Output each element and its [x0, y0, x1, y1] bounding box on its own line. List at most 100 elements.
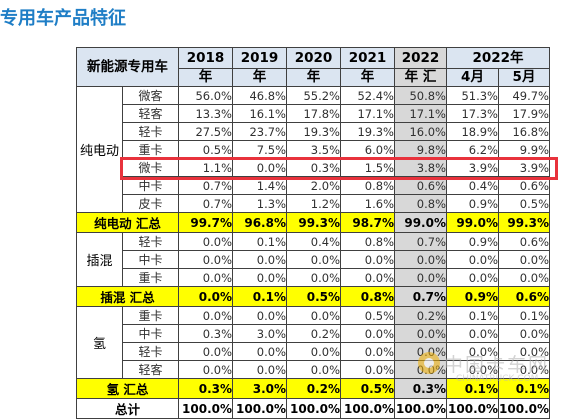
value-cell: 0.2% [394, 306, 447, 325]
row-label: 中卡 [122, 176, 179, 195]
value-cell: 1.6% [340, 194, 395, 213]
value-cell: 0.0% [340, 250, 395, 269]
header-year-bottom: 年 [286, 68, 341, 87]
value-cell: 0.6% [498, 232, 550, 251]
summary-value: 0.1% [446, 378, 499, 399]
value-cell: 0.2% [286, 324, 341, 343]
value-cell: 3.9% [446, 158, 499, 177]
total-value: 100.0% [232, 398, 287, 419]
summary-value: 0.3% [178, 378, 233, 399]
summary-value: 0.2% [286, 378, 341, 399]
row-label: 重卡 [122, 268, 179, 287]
value-cell: 0.0% [286, 360, 341, 379]
value-cell: 0.6% [498, 176, 550, 195]
row-label: 轻客 [122, 104, 179, 123]
value-cell: 55.2% [286, 86, 341, 105]
summary-label: 插混 汇总 [76, 286, 179, 307]
value-cell: 0.8% [340, 232, 395, 251]
value-cell: 0.0% [394, 268, 447, 287]
value-cell: 0.0% [286, 250, 341, 269]
value-cell: 0.0% [446, 342, 499, 361]
value-cell: 1.3% [232, 194, 287, 213]
row-label: 轻卡 [122, 122, 179, 141]
value-cell: 0.3% [286, 158, 341, 177]
value-cell: 0.7% [394, 232, 447, 251]
value-cell: 0.7% [178, 194, 233, 213]
value-cell: 0.0% [232, 268, 287, 287]
value-cell: 0.4% [286, 232, 341, 251]
value-cell: 6.0% [340, 140, 395, 159]
summary-label: 纯电动 汇总 [76, 212, 179, 233]
row-label: 轻卡 [122, 342, 179, 361]
table-row: 轻客 13.3% 16.1% 17.8% 17.1% 17.1% 17.3% 17.9% [77, 104, 550, 123]
summary-value: 3.0% [232, 378, 287, 399]
header-year-top: 2022 [394, 47, 447, 69]
value-cell: 0.4% [446, 176, 499, 195]
group-label: 氢 [76, 306, 123, 379]
value-cell: 0.0% [498, 268, 550, 287]
table-row: 中卡 0.7% 1.4% 2.0% 0.8% 0.6% 0.4% 0.6% [77, 176, 550, 195]
value-cell: 0.0% [232, 342, 287, 361]
table-row: 重卡 0.5% 7.5% 3.5% 6.0% 9.8% 6.2% 9.9% [77, 140, 550, 159]
value-cell: 0.0% [394, 360, 447, 379]
value-cell: 17.1% [340, 104, 395, 123]
value-cell: 9.9% [498, 140, 550, 159]
table-row: 轻卡 27.5% 23.7% 19.3% 19.3% 16.0% 18.9% 16.8% [77, 122, 550, 141]
value-cell: 0.0% [498, 324, 550, 343]
summary-row: 氢 汇总 0.3% 3.0% 0.2% 0.5% 0.3% 0.1% 0.1% [76, 378, 550, 399]
value-cell: 3.8% [394, 158, 447, 177]
value-cell: 17.3% [446, 104, 499, 123]
value-cell: 0.3% [178, 324, 233, 343]
summary-value: 99.0% [446, 212, 499, 233]
value-cell: 0.0% [340, 360, 395, 379]
value-cell: 16.0% [394, 122, 447, 141]
table-row: 中卡 0.3% 3.0% 0.2% 0.0% 0.0% 0.0% 0.0% [77, 324, 550, 343]
value-cell: 0.1% [498, 306, 550, 325]
summary-value: 0.5% [286, 286, 341, 307]
value-cell: 17.9% [498, 104, 550, 123]
header-year-bottom: 年 [340, 68, 395, 87]
summary-value: 96.8% [232, 212, 287, 233]
value-cell: 0.0% [178, 360, 233, 379]
row-label: 轻卡 [122, 232, 179, 251]
summary-label: 氢 汇总 [76, 378, 179, 399]
summary-row: 纯电动 汇总 99.7% 96.8% 99.3% 98.7% 99.0% 99.0% 99.3… [76, 212, 550, 233]
value-cell: 0.5% [498, 194, 550, 213]
header-year-top: 2021 [340, 47, 395, 69]
value-cell: 17.1% [394, 104, 447, 123]
page-title: 专用车产品特征 [0, 8, 126, 29]
total-value: 100.0% [446, 398, 499, 419]
summary-value: 0.1% [498, 378, 550, 399]
row-label: 轻客 [122, 360, 179, 379]
value-cell: 0.0% [286, 268, 341, 287]
value-cell: 27.5% [178, 122, 233, 141]
value-cell: 1.1% [178, 158, 233, 177]
summary-value: 0.1% [232, 286, 287, 307]
value-cell: 49.7% [498, 86, 550, 105]
total-value: 100.0% [286, 398, 341, 419]
value-cell: 19.3% [340, 122, 395, 141]
header-year-top: 2020 [286, 47, 341, 69]
value-cell: 50.8% [394, 86, 447, 105]
value-cell: 0.0% [446, 324, 499, 343]
value-cell: 1.2% [286, 194, 341, 213]
value-cell: 0.6% [394, 176, 447, 195]
value-cell: 0.9% [446, 194, 499, 213]
value-cell: 46.8% [232, 86, 287, 105]
value-cell: 0.0% [498, 342, 550, 361]
summary-value: 99.3% [286, 212, 341, 233]
value-cell: 0.0% [446, 250, 499, 269]
row-label: 中卡 [122, 250, 179, 269]
table-row: 重卡 0.0% 0.0% 0.0% 0.0% 0.0% 0.0% 0.0% [77, 268, 550, 287]
value-cell: 7.5% [232, 140, 287, 159]
value-cell: 0.0% [232, 360, 287, 379]
value-cell: 19.3% [286, 122, 341, 141]
table-row: 皮卡 0.7% 1.3% 1.2% 1.6% 0.8% 0.9% 0.5% [77, 194, 550, 213]
header-year-top: 2019 [232, 47, 287, 69]
value-cell: 16.1% [232, 104, 287, 123]
table-row: 中卡 0.0% 0.0% 0.0% 0.0% 0.0% 0.0% 0.0% [77, 250, 550, 269]
value-cell: 23.7% [232, 122, 287, 141]
value-cell: 18.9% [446, 122, 499, 141]
group-label: 纯电动 [76, 86, 123, 213]
value-cell: 0.8% [340, 176, 395, 195]
